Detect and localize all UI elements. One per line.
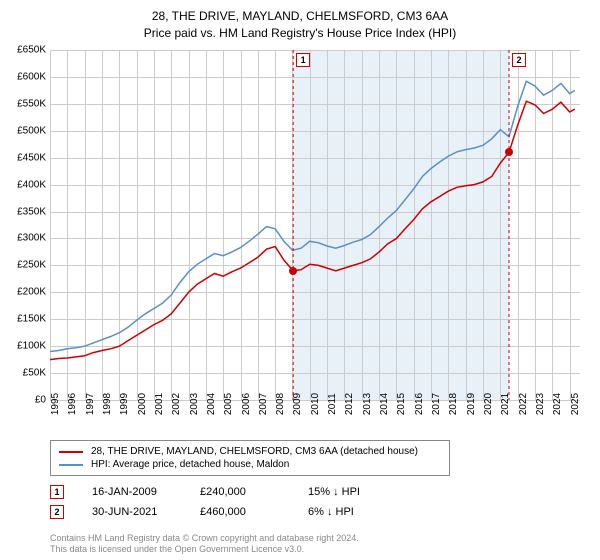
y-tick-label: £650K [17,45,46,56]
annotation-table: 1 16-JAN-2009 £240,000 15% ↓ HPI 2 30-JUN-202… [50,482,388,522]
annotation-delta: 6% ↓ HPI [308,506,388,518]
annotation-date: 30-JUN-2021 [92,506,172,518]
series-property_price [50,101,575,359]
legend-label: HPI: Average price, detached house, Mald… [91,459,289,470]
annotation-row: 2 30-JUN-2021 £460,000 6% ↓ HPI [50,502,388,522]
annotation-row: 1 16-JAN-2009 £240,000 15% ↓ HPI [50,482,388,502]
y-tick-label: £550K [17,98,46,109]
marker-label-2: 2 [512,53,526,67]
footer-line-1: Contains HM Land Registry data © Crown c… [50,533,359,545]
y-tick-label: £0 [35,395,46,406]
y-tick-label: £350K [17,206,46,217]
annotation-price: £240,000 [200,486,280,498]
y-tick-label: £300K [17,233,46,244]
annotation-delta: 15% ↓ HPI [308,486,388,498]
legend-row: HPI: Average price, detached house, Mald… [59,458,441,471]
legend-swatch [59,451,83,453]
legend-box: 28, THE DRIVE, MAYLAND, CHELMSFORD, CM3 … [50,440,450,476]
y-tick-label: £150K [17,314,46,325]
legend-swatch [59,464,83,466]
legend-label: 28, THE DRIVE, MAYLAND, CHELMSFORD, CM3 … [91,446,418,457]
series-svg [50,50,580,400]
chart-plot-area: £0£50K£100K£150K£200K£250K£300K£350K£400… [50,50,580,400]
footer-line-2: This data is licensed under the Open Gov… [50,544,359,556]
y-tick-label: £400K [17,179,46,190]
marker-label-1: 1 [296,53,310,67]
annotation-price: £460,000 [200,506,280,518]
y-tick-label: £500K [17,125,46,136]
marker-point-2 [505,148,513,156]
marker-point-1 [289,267,297,275]
y-tick-label: £200K [17,287,46,298]
annotation-marker: 1 [50,485,64,499]
footer-note: Contains HM Land Registry data © Crown c… [50,533,359,556]
y-tick-label: £250K [17,260,46,271]
title-line-1: 28, THE DRIVE, MAYLAND, CHELMSFORD, CM3 … [0,8,600,25]
chart-container: 28, THE DRIVE, MAYLAND, CHELMSFORD, CM3 … [0,0,600,560]
title-line-2: Price paid vs. HM Land Registry's House … [0,25,600,42]
y-tick-label: £600K [17,71,46,82]
title-block: 28, THE DRIVE, MAYLAND, CHELMSFORD, CM3 … [0,0,600,42]
annotation-date: 16-JAN-2009 [92,486,172,498]
y-tick-label: £450K [17,152,46,163]
y-tick-label: £50K [23,368,46,379]
series-hpi [50,81,575,351]
annotation-marker: 2 [50,505,64,519]
y-tick-label: £100K [17,341,46,352]
legend-row: 28, THE DRIVE, MAYLAND, CHELMSFORD, CM3 … [59,445,441,458]
